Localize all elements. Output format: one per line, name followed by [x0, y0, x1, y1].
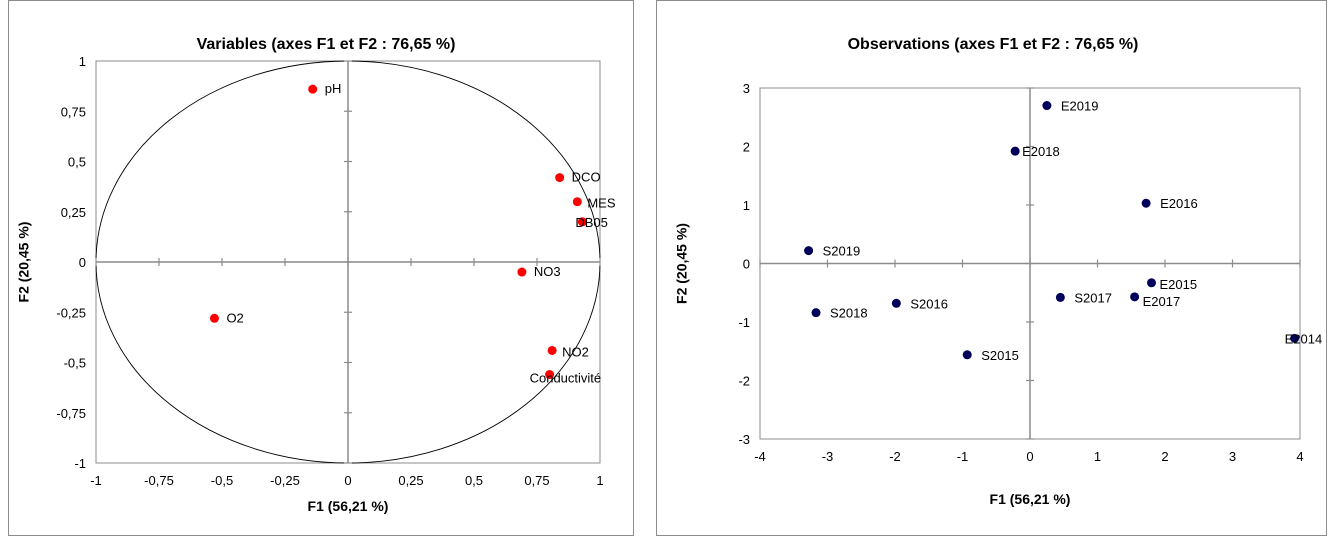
data-point-label: NO3: [534, 264, 561, 279]
y-tick-label: 0,75: [61, 104, 86, 119]
data-point-label: O2: [226, 310, 243, 325]
y-tick-label: -1: [74, 456, 86, 471]
x-tick-label: 2: [1161, 449, 1168, 464]
y-tick-label: -2: [738, 374, 750, 389]
y-tick-label: -0,75: [56, 406, 86, 421]
variables-chart: -1 -0,75 -0,5 -0,25 0 0,25 0,5 0,75 1 -1 -0,75 -0,5…: [16, 36, 616, 514]
variables-chart-panel: -1 -0,75 -0,5 -0,25 0 0,25 0,5 0,75 1 -1 -0,75 -0,5…: [8, 0, 634, 536]
data-point: [1130, 292, 1140, 302]
y-tick-label: 0,5: [68, 155, 86, 170]
data-point: [209, 313, 219, 323]
observations-chart: -4 -3 -2 -1 0 1 2 3 4 -3 -2 -1 0 1 2 3 Observations (axe…: [674, 36, 1323, 507]
y-tick-label: 2: [743, 140, 750, 155]
y-tick-label: 0,25: [61, 205, 86, 220]
data-point: [811, 308, 821, 318]
observations-chart-panel: -4 -3 -2 -1 0 1 2 3 4 -3 -2 -1 0 1 2 3 Observations (axe…: [656, 0, 1327, 536]
y-tick-label: 1: [79, 54, 86, 69]
y-tick-label: -1: [738, 315, 750, 330]
data-point-label: NO2: [562, 344, 589, 359]
x-tick-label: 0,75: [524, 473, 549, 488]
data-point: [1055, 292, 1065, 302]
data-point: [577, 217, 587, 227]
x-tick-label: -0,75: [144, 473, 174, 488]
data-point-label: DB05: [575, 215, 608, 230]
x-tick-label: -2: [889, 449, 901, 464]
x-tick-label: 1: [596, 473, 603, 488]
data-point-label: Conductivité: [530, 371, 602, 386]
data-point: [1290, 333, 1300, 343]
x-tick-label: 1: [1094, 449, 1101, 464]
data-point: [1147, 278, 1156, 288]
y-tick-label: -0,5: [64, 356, 86, 371]
data-point: [545, 370, 555, 380]
x-tick-label: -3: [822, 449, 834, 464]
chart-title: Observations (axes F1 et F2 : 76,65 %): [848, 36, 1139, 53]
x-tick-label: 0,5: [465, 473, 483, 488]
data-point-label: S2018: [830, 306, 868, 321]
y-tick-label: 0: [79, 255, 86, 270]
chart-title: Variables (axes F1 et F2 : 76,65 %): [197, 36, 456, 53]
x-tick-label: 4: [1296, 449, 1303, 464]
data-point: [547, 345, 557, 355]
x-tick-label: 0: [1026, 449, 1033, 464]
data-point-label: MES: [587, 196, 616, 211]
data-point: [1010, 146, 1020, 156]
data-point-label: S2016: [910, 296, 948, 311]
data-point: [1042, 101, 1052, 111]
data-point-label: S2015: [981, 348, 1019, 363]
x-tick-label: 0,25: [398, 473, 423, 488]
data-point: [517, 267, 527, 277]
y-tick-label: 1: [743, 198, 750, 213]
data-point-label: DCO: [572, 170, 601, 185]
data-point: [308, 84, 318, 94]
data-point-label: E2016: [1160, 196, 1198, 211]
x-tick-label: -1: [957, 449, 969, 464]
data-point-label: E2015: [1160, 277, 1198, 292]
data-point-label: E2019: [1061, 99, 1099, 114]
x-tick-label: -0,25: [270, 473, 300, 488]
data-point: [555, 173, 565, 183]
y-axis-title: F2 (20,45 %): [16, 222, 32, 303]
x-tick-label: 0: [344, 473, 351, 488]
data-point: [891, 298, 901, 308]
x-tick-label: -0,5: [211, 473, 233, 488]
y-tick-label: 3: [743, 81, 750, 96]
x-axis-title: F1 (56,21 %): [990, 491, 1071, 507]
data-point-label: E2014: [1285, 331, 1323, 346]
x-tick-label: -1: [90, 473, 102, 488]
y-tick-label: 0: [743, 257, 750, 272]
data-point: [1141, 198, 1151, 208]
data-point: [804, 246, 814, 256]
data-point-label: S2017: [1074, 290, 1112, 305]
data-point: [962, 350, 972, 360]
x-axis-title: F1 (56,21 %): [308, 498, 389, 514]
data-point-label: E2017: [1143, 294, 1181, 309]
data-point-label: E2018: [1022, 144, 1060, 159]
data-point-label: S2019: [823, 244, 861, 259]
y-axis-title: F2 (20,45 %): [674, 223, 690, 304]
data-point-label: pH: [325, 81, 342, 96]
y-tick-label: -3: [738, 432, 750, 447]
x-tick-label: 3: [1229, 449, 1236, 464]
data-point: [572, 197, 582, 207]
y-tick-label: -0,25: [56, 305, 86, 320]
x-tick-label: -4: [754, 449, 766, 464]
